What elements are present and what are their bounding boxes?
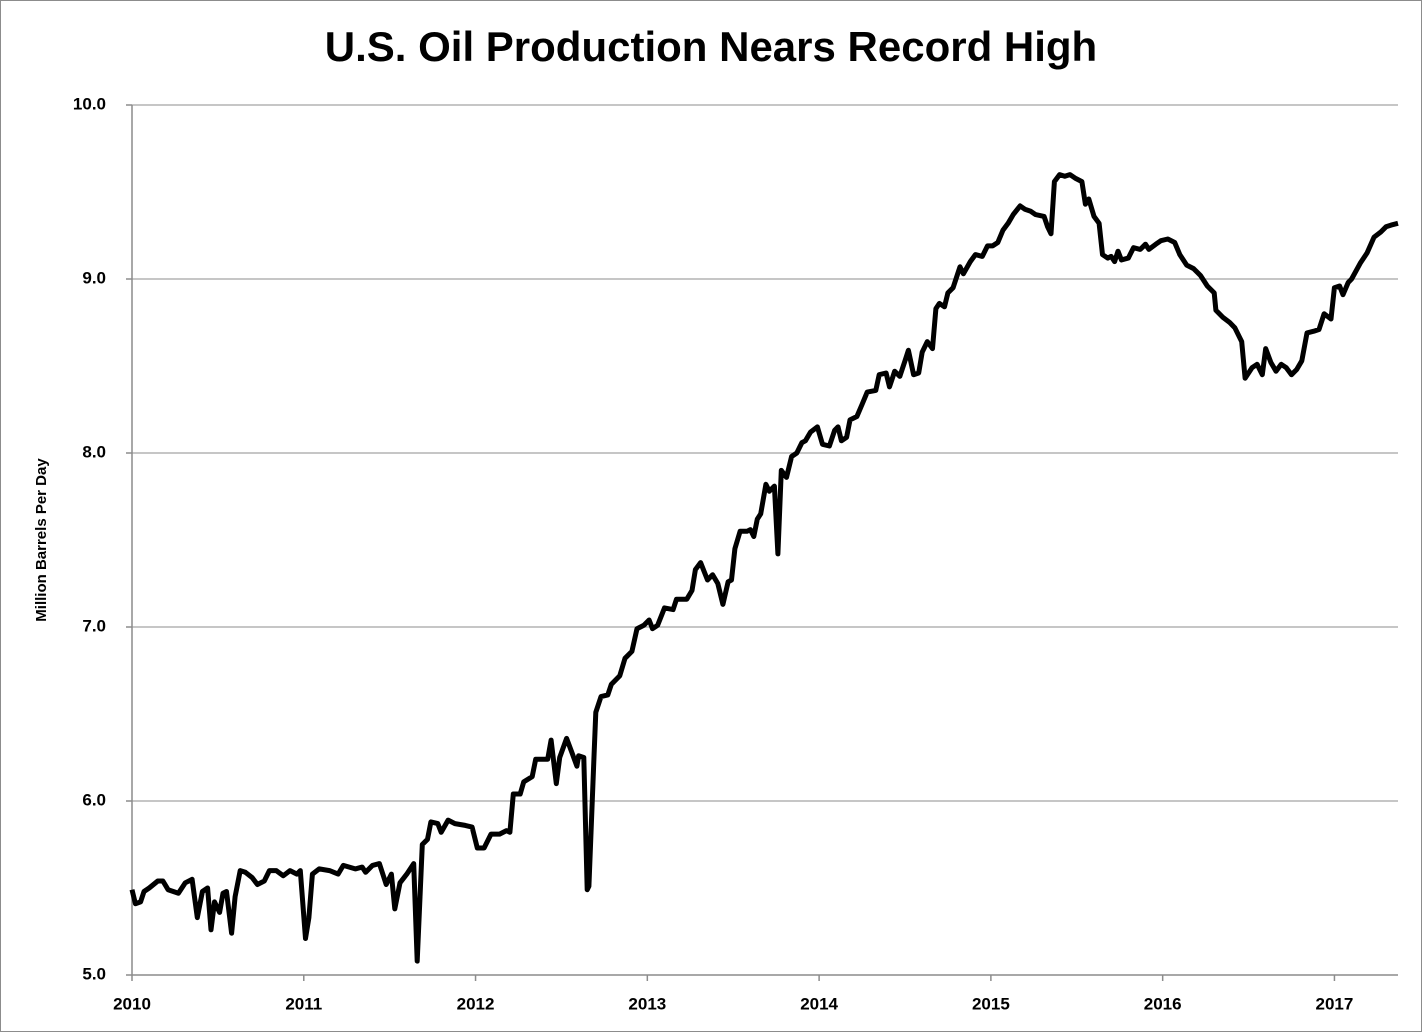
data-line xyxy=(129,172,1399,964)
x-tick-label: 2013 xyxy=(628,994,666,1013)
y-tick-label: 6.0 xyxy=(82,790,106,809)
x-tick-label: 2015 xyxy=(972,994,1010,1013)
x-tick-label: 2012 xyxy=(457,994,495,1013)
x-tick-label: 2011 xyxy=(285,994,322,1013)
chart-title: U.S. Oil Production Nears Record High xyxy=(325,23,1097,70)
x-tick-label: 2017 xyxy=(1316,994,1354,1013)
x-tick-label: 2010 xyxy=(113,994,151,1013)
y-axis-label: Million Barrels Per Day xyxy=(33,458,50,622)
x-tick-label: 2014 xyxy=(800,994,838,1013)
y-tick-label: 10.0 xyxy=(73,94,106,113)
y-tick-label: 9.0 xyxy=(82,268,106,287)
y-tick-label: 7.0 xyxy=(82,616,106,635)
x-tick-label: 2016 xyxy=(1144,994,1182,1013)
y-tick-label: 5.0 xyxy=(82,964,106,983)
y-tick-label: 8.0 xyxy=(82,442,106,461)
